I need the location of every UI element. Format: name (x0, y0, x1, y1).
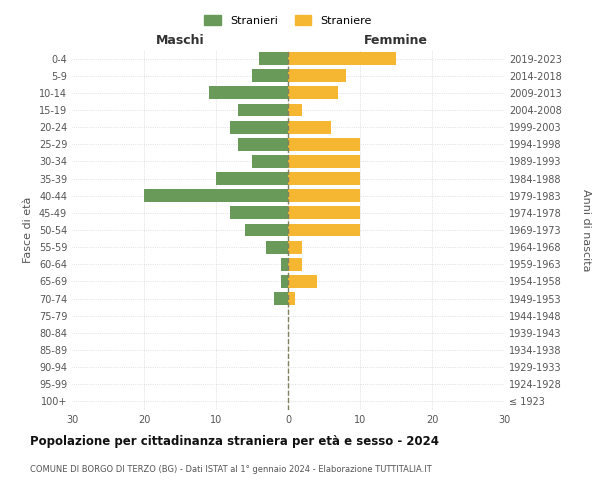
Legend: Stranieri, Straniere: Stranieri, Straniere (200, 10, 376, 30)
Bar (288, 104, 302, 117)
Y-axis label: Fasce di età: Fasce di età (23, 197, 33, 263)
Bar (288, 275, 317, 288)
Bar (288, 206, 360, 220)
Text: Popolazione per cittadinanza straniera per età e sesso - 2024: Popolazione per cittadinanza straniera p… (30, 435, 439, 448)
Bar (288, 120, 331, 134)
Text: Maschi: Maschi (155, 34, 205, 46)
Y-axis label: Anni di nascita: Anni di nascita (581, 188, 591, 271)
Bar (281, 258, 288, 270)
Text: Femmine: Femmine (364, 34, 428, 46)
Bar (288, 138, 360, 150)
Bar (288, 172, 360, 185)
Bar (252, 155, 288, 168)
Bar (209, 86, 288, 100)
Bar (288, 224, 360, 236)
Bar (245, 224, 288, 236)
Bar (288, 70, 346, 82)
Bar (288, 86, 338, 100)
Bar (230, 120, 288, 134)
Bar (259, 52, 288, 65)
Bar (238, 138, 288, 150)
Bar (288, 155, 360, 168)
Bar (288, 240, 302, 254)
Bar (238, 104, 288, 117)
Bar (288, 190, 360, 202)
Bar (281, 275, 288, 288)
Bar (230, 206, 288, 220)
Bar (288, 258, 302, 270)
Bar (274, 292, 288, 305)
Bar (266, 240, 288, 254)
Bar (144, 190, 288, 202)
Bar (288, 52, 396, 65)
Bar (288, 292, 295, 305)
Bar (216, 172, 288, 185)
Bar (252, 70, 288, 82)
Text: COMUNE DI BORGO DI TERZO (BG) - Dati ISTAT al 1° gennaio 2024 - Elaborazione TUT: COMUNE DI BORGO DI TERZO (BG) - Dati IST… (30, 465, 432, 474)
